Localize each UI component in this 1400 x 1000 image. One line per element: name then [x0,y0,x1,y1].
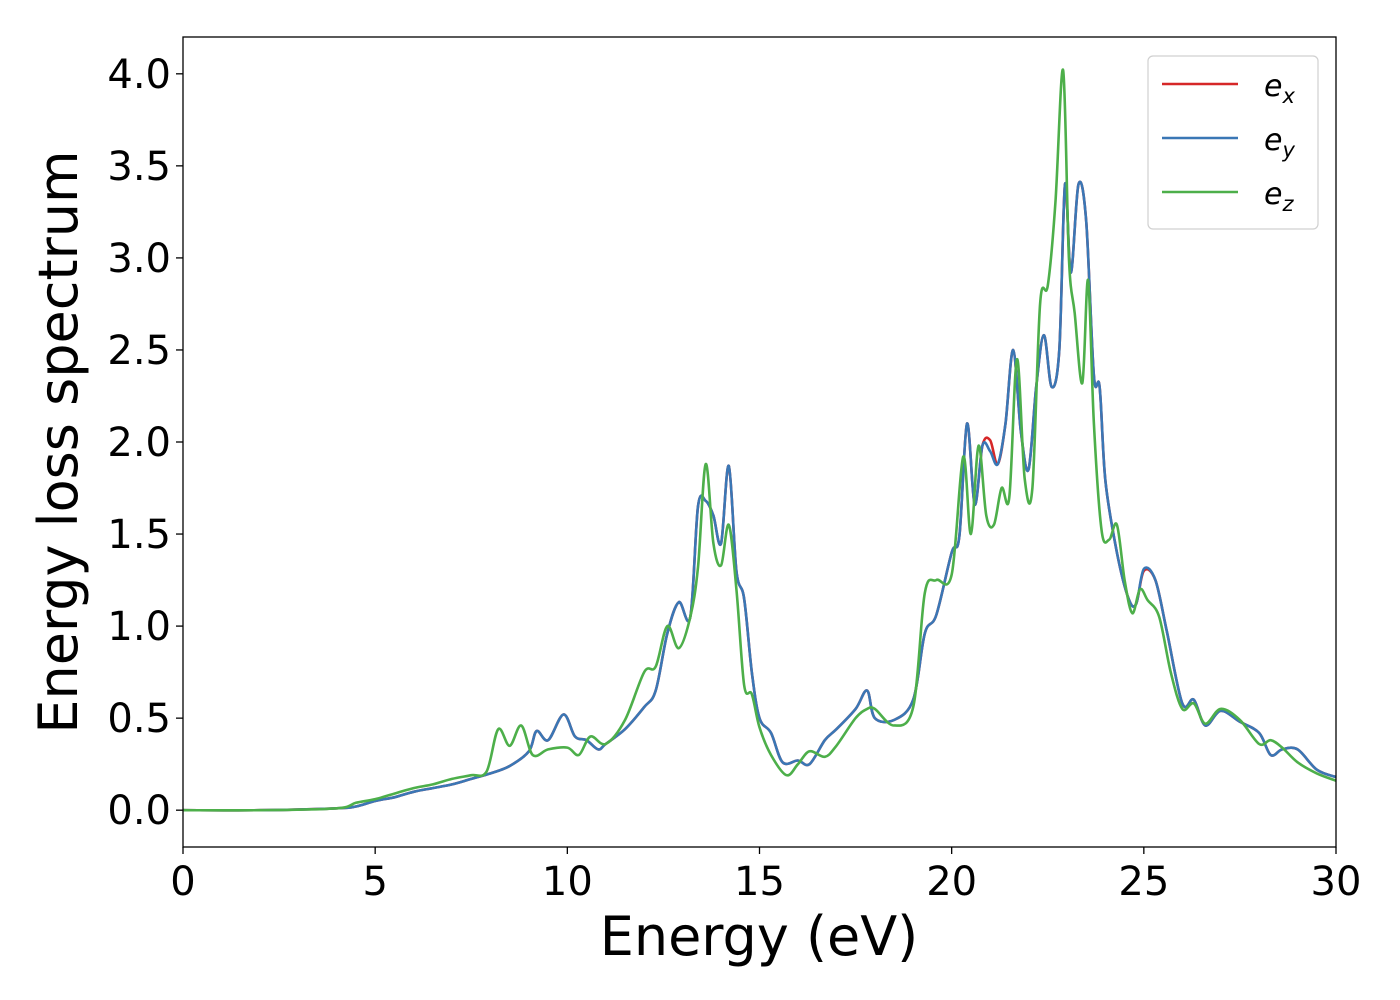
axes [176,36,1337,854]
y-tick-label: 3.0 [107,236,171,282]
series-layer [183,68,1336,812]
legend-label-y: ey [1264,123,1295,162]
y-tick-label: 1.5 [107,512,171,558]
x-axis-label: Energy (eV) [600,905,919,968]
x-tick-label: 25 [1118,859,1169,905]
y-tick-label: 1.0 [107,604,171,650]
x-tick-label: 0 [170,859,195,905]
y-axis-label: Energy loss spectrum [27,150,90,733]
tick-labels: 0 5 10 15 20 25 30 0.0 0.5 1.0 1.5 2.0 2.5 3.0 3.5 4.0 [107,52,1361,905]
y-tick-label: 4.0 [107,52,171,98]
legend-label-x: ex [1264,69,1295,108]
legend-label-z: ez [1264,177,1294,216]
legend-box [1147,55,1319,230]
x-tick-label: 5 [362,859,387,905]
x-tick-label: 10 [542,859,593,905]
legend: ex ey ez [1147,55,1319,230]
x-tick-label: 15 [734,859,785,905]
y-tick-label: 3.5 [107,144,171,190]
x-tick-label: 20 [926,859,977,905]
y-tick-label: 0.5 [107,696,171,742]
y-tick-label: 2.5 [107,328,171,374]
y-tick-label: 2.0 [107,420,171,466]
x-tick-label: 30 [1311,859,1362,905]
y-tick-label: 0.0 [107,788,171,834]
series-line-z [183,68,1336,812]
